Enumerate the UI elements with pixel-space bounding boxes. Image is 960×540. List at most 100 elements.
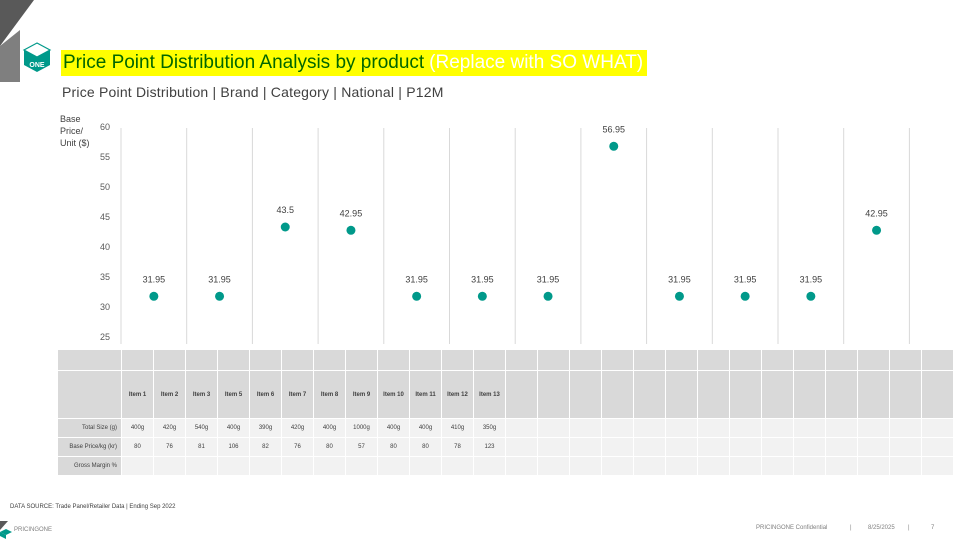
table-cell	[858, 419, 889, 437]
logo-text: ONE	[29, 62, 45, 69]
table-cell: 400g	[378, 419, 409, 437]
table-cell	[826, 350, 857, 370]
item-header: Item 3	[186, 371, 217, 418]
y-tick-label: 55	[99, 152, 110, 162]
table-cell	[762, 371, 793, 418]
confidential-label: PRICINGONE Confidential	[756, 525, 828, 531]
y-tick-label: 45	[99, 212, 110, 222]
data-source-note: DATA SOURCE: Trade Panel/Retailer Data |…	[10, 504, 176, 510]
pricingone-logo: ONE	[0, 0, 52, 82]
table-cell	[506, 350, 537, 370]
table-cell	[890, 438, 921, 456]
table-cell	[826, 438, 857, 456]
table-cell: 400g	[122, 419, 153, 437]
data-point-item-1	[149, 291, 159, 301]
table-cell	[570, 438, 601, 456]
table-row-label: Gross Margin %	[58, 457, 121, 475]
table-cell	[794, 438, 825, 456]
table-cell	[730, 371, 761, 418]
table-cell	[186, 457, 217, 475]
item-header: Item 2	[154, 371, 185, 418]
table-cell: 76	[154, 438, 185, 456]
data-label: 31.95	[668, 274, 691, 284]
table-cell	[762, 438, 793, 456]
page-number: 7	[931, 525, 935, 531]
table-cell	[730, 350, 761, 370]
table-cell	[442, 350, 473, 370]
data-point-item-5	[346, 225, 356, 235]
item-header: Item 6	[250, 371, 281, 418]
table-cell	[218, 350, 249, 370]
table-cell: 420g	[282, 419, 313, 437]
title-so-what-note: (Replace with SO WHAT)	[429, 52, 644, 73]
y-tick-label: 30	[99, 302, 110, 312]
table-cell	[506, 419, 537, 437]
data-label: 42.95	[340, 208, 363, 218]
table-cell	[570, 457, 601, 475]
table-cell	[186, 350, 217, 370]
data-label: 31.95	[143, 274, 166, 284]
table-cell	[634, 419, 665, 437]
data-point-item-11	[740, 291, 750, 301]
data-label: 31.95	[208, 274, 231, 284]
price-point-chart: 31.95 31.95 43.5 42.95 31.95 31.95 31.95 56.95 3…	[120, 124, 910, 344]
item-header: Item 11	[410, 371, 441, 418]
table-cell	[698, 457, 729, 475]
table-cell	[698, 438, 729, 456]
data-point-item-9	[609, 141, 619, 151]
data-label: 31.95	[405, 274, 428, 284]
table-cell: 1000g	[346, 419, 377, 437]
table-cell: 540g	[186, 419, 217, 437]
table-cell	[122, 350, 153, 370]
title-banner: Price Point Distribution Analysis by pro…	[61, 50, 648, 76]
item-header: Item 12	[442, 371, 473, 418]
table-cell	[602, 457, 633, 475]
y-tick-label: 25	[99, 332, 110, 342]
item-details-table: Item 1 Item 2 Item 3 Item 5 Item 6 Item 7 Item…	[57, 349, 954, 476]
table-cell	[922, 438, 953, 456]
table-row: Gross Margin %	[58, 457, 953, 475]
table-cell	[890, 371, 921, 418]
table-cell	[602, 419, 633, 437]
table-cell: 82	[250, 438, 281, 456]
table-cell	[794, 350, 825, 370]
data-label: 31.95	[734, 274, 757, 284]
table-cell	[794, 457, 825, 475]
table-cell	[666, 350, 697, 370]
footer-logo-text: PRICINGONE	[14, 527, 53, 533]
data-point-item-6	[412, 291, 422, 301]
table-cell	[730, 457, 761, 475]
table-cell	[794, 371, 825, 418]
table-cell	[538, 371, 569, 418]
footer-divider-2: |	[908, 525, 910, 531]
table-cell: 76	[282, 438, 313, 456]
table-cell	[634, 371, 665, 418]
table-cell	[410, 457, 441, 475]
table-cell	[378, 457, 409, 475]
footer-date: 8/25/2025	[868, 525, 895, 531]
table-cell	[506, 438, 537, 456]
table-cell	[858, 350, 889, 370]
table-cell	[666, 419, 697, 437]
table-cell: 80	[410, 438, 441, 456]
table-cell	[538, 457, 569, 475]
data-label: 31.95	[537, 274, 560, 284]
table-cell	[698, 350, 729, 370]
data-label: 42.95	[865, 208, 888, 218]
table-cell	[154, 350, 185, 370]
table-cell: 106	[218, 438, 249, 456]
table-cell: 400g	[410, 419, 441, 437]
table-cell: 80	[122, 438, 153, 456]
table-cell	[794, 419, 825, 437]
table-cell: 57	[346, 438, 377, 456]
data-point-item-3	[280, 222, 290, 232]
table-cell	[474, 350, 505, 370]
table-cell	[314, 457, 345, 475]
table-row: Total Size (g) 400g 420g 540g 400g 390g 420g 40…	[58, 419, 953, 437]
data-point-item-7	[477, 291, 487, 301]
table-cell: 123	[474, 438, 505, 456]
table-cell	[858, 438, 889, 456]
table-item-header-row: Item 1 Item 2 Item 3 Item 5 Item 6 Item 7 Item…	[58, 371, 953, 418]
table-cell	[634, 438, 665, 456]
table-cell	[602, 350, 633, 370]
